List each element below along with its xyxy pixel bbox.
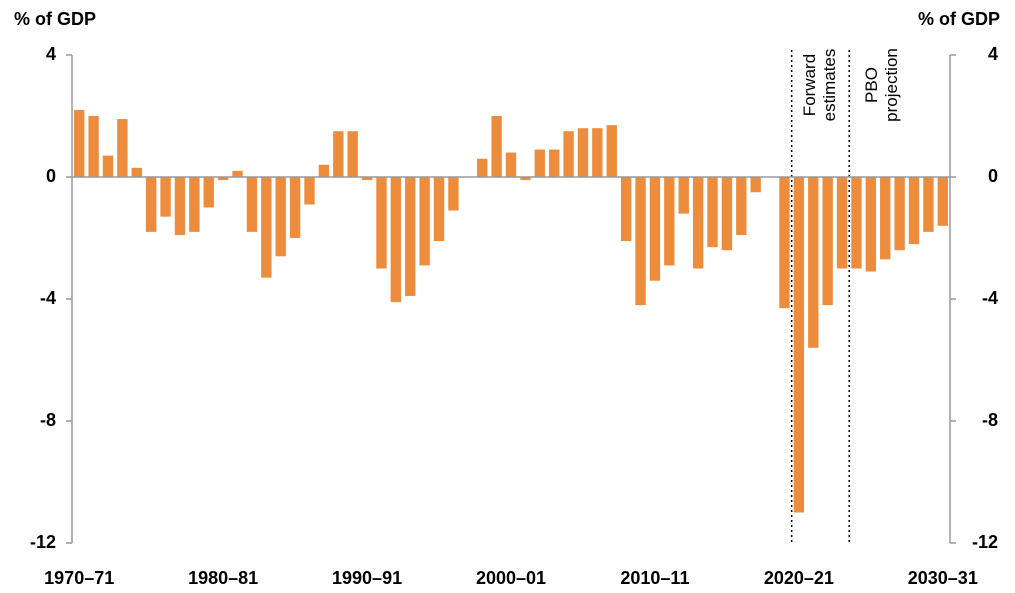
bar	[131, 167, 142, 177]
bar	[318, 164, 330, 177]
bar	[736, 177, 747, 235]
y-tick-label: 0	[46, 166, 56, 186]
x-tick-label: 1990–91	[332, 568, 402, 588]
bar	[174, 177, 186, 235]
bar	[361, 177, 373, 181]
bar	[505, 152, 517, 177]
bar	[390, 177, 402, 303]
bar	[865, 177, 877, 272]
bar	[160, 177, 171, 217]
bar	[592, 128, 603, 177]
bar	[851, 177, 862, 269]
bar	[275, 177, 286, 257]
bar	[822, 177, 833, 306]
bar	[750, 177, 761, 193]
y-tick-label: 4	[46, 44, 56, 64]
y2-axis-label: % of GDP	[918, 9, 1000, 29]
x-tick-label: 1970–71	[44, 568, 114, 588]
bar	[448, 177, 459, 211]
y-tick-label: -4	[40, 288, 56, 308]
y-tick-label: -12	[30, 532, 56, 552]
bar	[189, 177, 200, 232]
y2-tick-label: 4	[988, 44, 998, 64]
bar	[779, 177, 790, 309]
bar	[678, 177, 689, 214]
bar	[793, 177, 805, 513]
bar	[620, 177, 632, 242]
bar	[707, 177, 718, 248]
bar	[937, 177, 948, 226]
bar	[894, 177, 905, 251]
bar	[419, 177, 430, 266]
bar	[88, 116, 99, 177]
bar	[664, 177, 675, 266]
bar	[577, 128, 589, 177]
y2-tick-label: -8	[982, 410, 998, 430]
annotation: PBO projection	[862, 48, 901, 122]
bar	[563, 131, 574, 177]
bar	[721, 177, 733, 251]
bar	[203, 177, 214, 208]
bar	[102, 155, 114, 177]
y-tick-label: -8	[40, 410, 56, 430]
bar	[376, 177, 387, 269]
bar	[246, 177, 258, 232]
x-tick-label: 2000–01	[476, 568, 546, 588]
bar	[534, 149, 545, 177]
bar	[433, 177, 445, 242]
bar	[836, 177, 848, 269]
bar	[548, 149, 560, 177]
bar	[333, 131, 344, 177]
bar	[491, 116, 502, 177]
y-axis-label: % of GDP	[14, 9, 96, 29]
bar	[74, 109, 85, 177]
y2-tick-label: 0	[988, 166, 998, 186]
bar	[606, 125, 617, 177]
y2-tick-label: -12	[972, 532, 998, 552]
bar	[347, 131, 358, 177]
bar	[232, 170, 243, 177]
x-tick-label: 2020–21	[764, 568, 834, 588]
x-tick-label: 2030–31	[908, 568, 978, 588]
bar	[692, 177, 704, 269]
bar	[261, 177, 272, 278]
bar	[808, 177, 819, 348]
bar	[304, 177, 315, 205]
bar	[923, 177, 934, 232]
bar	[520, 177, 531, 181]
bar	[880, 177, 891, 260]
bar	[477, 158, 488, 177]
x-tick-label: 1980–81	[188, 568, 258, 588]
bar	[649, 177, 661, 281]
bar	[289, 177, 301, 238]
annotation: Forward estimates	[800, 48, 839, 122]
bar	[908, 177, 920, 245]
y2-tick-label: -4	[982, 288, 998, 308]
x-tick-label: 2010–11	[620, 568, 689, 588]
bar	[117, 119, 128, 177]
bar	[145, 177, 157, 232]
bar	[635, 177, 646, 306]
bar	[405, 177, 416, 296]
bar	[217, 177, 229, 181]
